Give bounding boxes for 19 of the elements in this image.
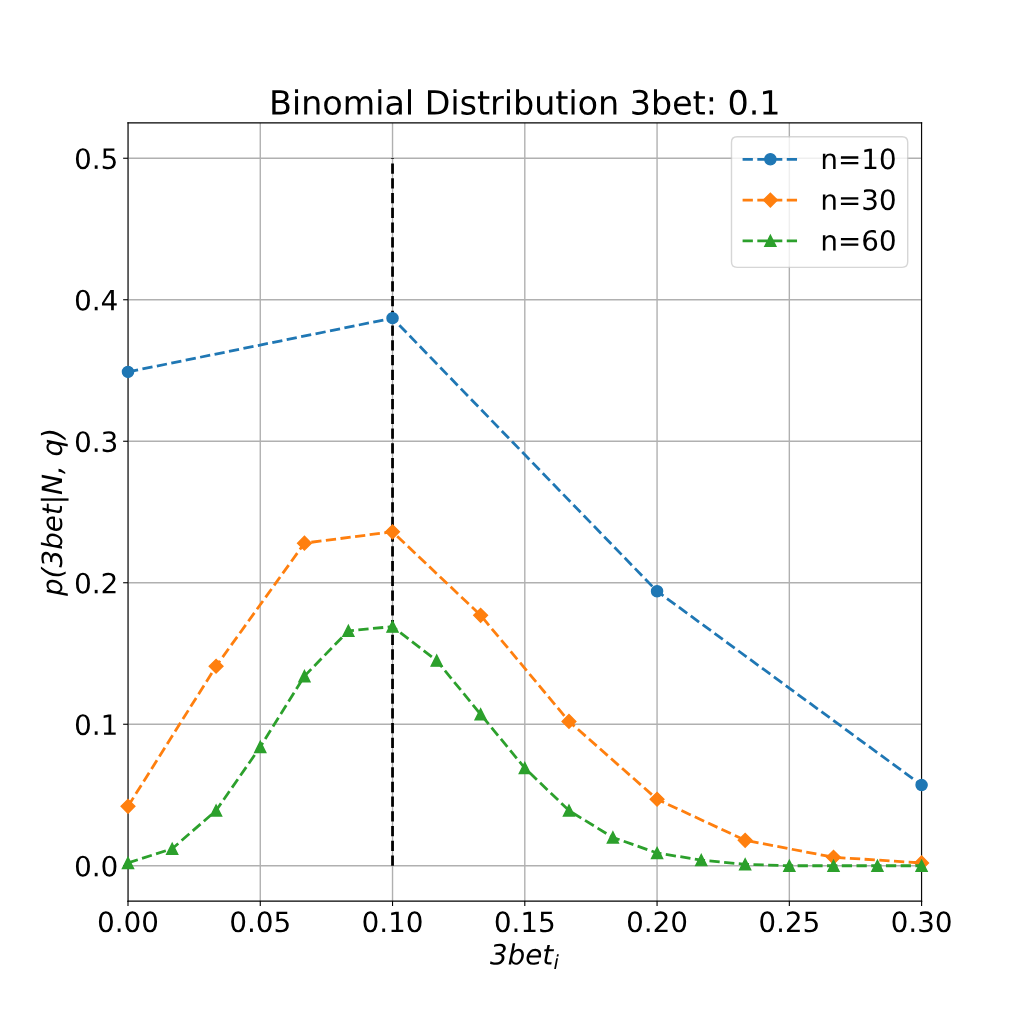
legend-label: n=30	[822, 189, 895, 211]
y-tick-label: 0.5	[75, 148, 116, 170]
x-tick-label: 0.20	[627, 911, 687, 933]
y-tick-label: 0.0	[75, 855, 117, 877]
chart-title: Binomial Distribution 3bet: 0.1	[272, 89, 778, 116]
x-tick-label: 0.00	[98, 911, 158, 933]
x-tick-label: 0.05	[231, 911, 289, 933]
x-tick-label: 0.10	[363, 911, 422, 933]
x-tick-label: 0.25	[760, 911, 818, 933]
y-tick-label: 0.2	[75, 572, 116, 594]
y-tick-label: 0.4	[75, 289, 117, 311]
y-tick-label: 0.3	[75, 431, 117, 453]
x-axis-title: 3bet$_{i}$	[490, 943, 559, 969]
x-tick-label: 0.15	[495, 911, 554, 933]
y-axis-title: p(3bet|N, q)	[40, 430, 69, 597]
x-tick-label: 0.30	[892, 911, 951, 933]
y-tick-label: 0.1	[75, 714, 116, 736]
legend-label: n=10	[822, 148, 895, 170]
legend-label: n=60	[822, 229, 895, 251]
